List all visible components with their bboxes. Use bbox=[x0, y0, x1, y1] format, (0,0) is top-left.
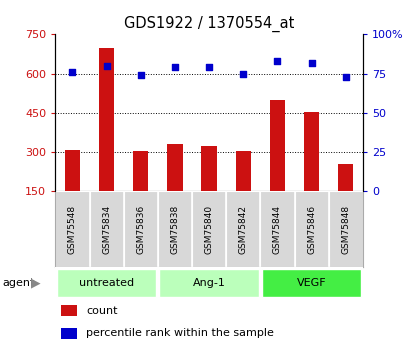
Bar bbox=[99, 48, 114, 191]
Bar bbox=[337, 164, 353, 191]
Bar bbox=[124, 191, 157, 267]
Bar bbox=[294, 191, 328, 267]
Text: ▶: ▶ bbox=[31, 276, 40, 289]
Bar bbox=[61, 328, 77, 339]
Point bbox=[69, 69, 76, 75]
Text: GSM75838: GSM75838 bbox=[170, 205, 179, 254]
Bar bbox=[55, 191, 89, 267]
Bar bbox=[167, 144, 182, 191]
Text: GSM75844: GSM75844 bbox=[272, 205, 281, 254]
Bar bbox=[269, 100, 284, 191]
Point bbox=[171, 65, 178, 70]
Text: GSM75840: GSM75840 bbox=[204, 205, 213, 254]
Bar bbox=[328, 191, 362, 267]
Point bbox=[205, 65, 212, 70]
Title: GDS1922 / 1370554_at: GDS1922 / 1370554_at bbox=[124, 16, 294, 32]
Bar bbox=[201, 146, 216, 191]
Bar bbox=[65, 150, 80, 191]
Bar bbox=[157, 191, 191, 267]
Bar bbox=[260, 191, 294, 267]
Bar bbox=[235, 151, 250, 191]
Text: GSM75836: GSM75836 bbox=[136, 205, 145, 254]
FancyBboxPatch shape bbox=[56, 269, 156, 297]
Bar bbox=[191, 191, 226, 267]
Bar bbox=[133, 151, 148, 191]
Point bbox=[239, 71, 246, 77]
Text: percentile rank within the sample: percentile rank within the sample bbox=[86, 328, 273, 338]
Point bbox=[342, 74, 348, 80]
Bar bbox=[303, 112, 319, 191]
Text: Ang-1: Ang-1 bbox=[192, 278, 225, 288]
Point bbox=[274, 58, 280, 64]
Text: GSM75548: GSM75548 bbox=[68, 205, 77, 254]
Text: count: count bbox=[86, 306, 117, 316]
Bar bbox=[61, 305, 77, 316]
Point bbox=[103, 63, 110, 69]
Text: untreated: untreated bbox=[79, 278, 134, 288]
FancyBboxPatch shape bbox=[261, 269, 361, 297]
Text: agent: agent bbox=[2, 278, 34, 288]
Point bbox=[308, 60, 314, 66]
Text: GSM75846: GSM75846 bbox=[306, 205, 315, 254]
Text: GSM75842: GSM75842 bbox=[238, 205, 247, 254]
Bar bbox=[89, 191, 124, 267]
Point bbox=[137, 72, 144, 78]
Text: VEGF: VEGF bbox=[296, 278, 326, 288]
Bar bbox=[226, 191, 260, 267]
FancyBboxPatch shape bbox=[159, 269, 258, 297]
Text: GSM75834: GSM75834 bbox=[102, 205, 111, 254]
Text: GSM75848: GSM75848 bbox=[340, 205, 349, 254]
